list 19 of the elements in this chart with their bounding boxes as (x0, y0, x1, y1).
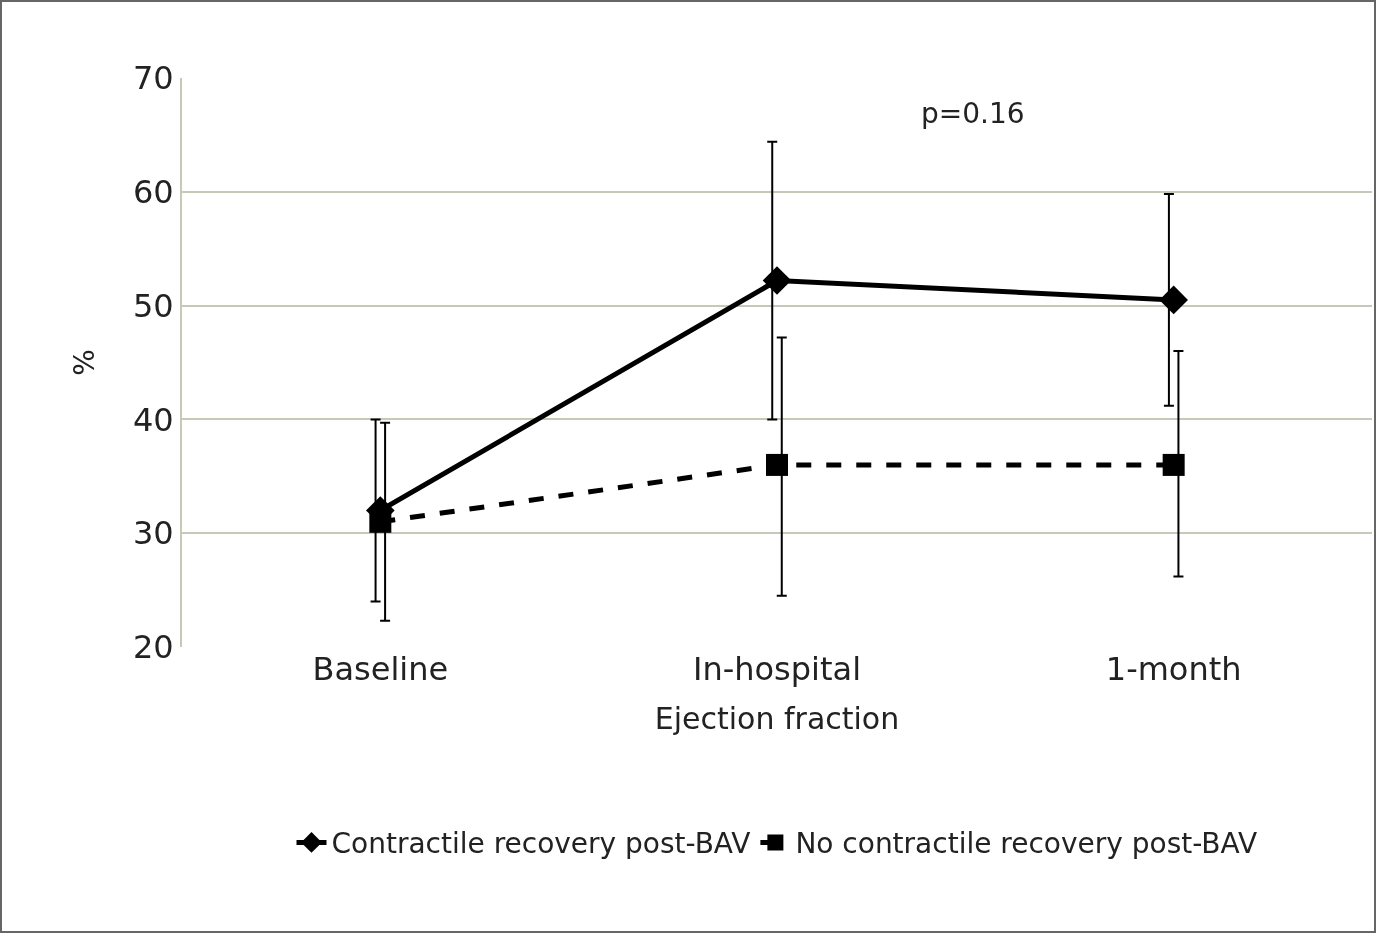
x-tick-label: 1-month (1105, 650, 1242, 688)
y-tick-label: 60 (132, 173, 174, 211)
point (1162, 453, 1185, 476)
point (766, 453, 788, 476)
y-tick-label: 40 (132, 400, 174, 439)
x-tick-label: In-hospital (692, 650, 862, 688)
x-tick-label: Baseline (312, 650, 449, 688)
point (1159, 285, 1188, 315)
y-tick-label: 50 (132, 286, 174, 325)
y-tick-label: 20 (132, 628, 174, 667)
legend-label: No contractile recovery post-BAV (795, 827, 1258, 861)
x-axis-title: Ejection fraction (654, 700, 900, 736)
point (369, 510, 392, 533)
annotation: p=0.16 (921, 97, 1025, 130)
y-tick-label: 30 (132, 514, 174, 553)
y-axis-title: % (68, 349, 102, 376)
point (762, 266, 792, 295)
y-tick-label: 70 (132, 59, 174, 98)
legend-label: Contractile recovery post-BAV (331, 827, 751, 861)
